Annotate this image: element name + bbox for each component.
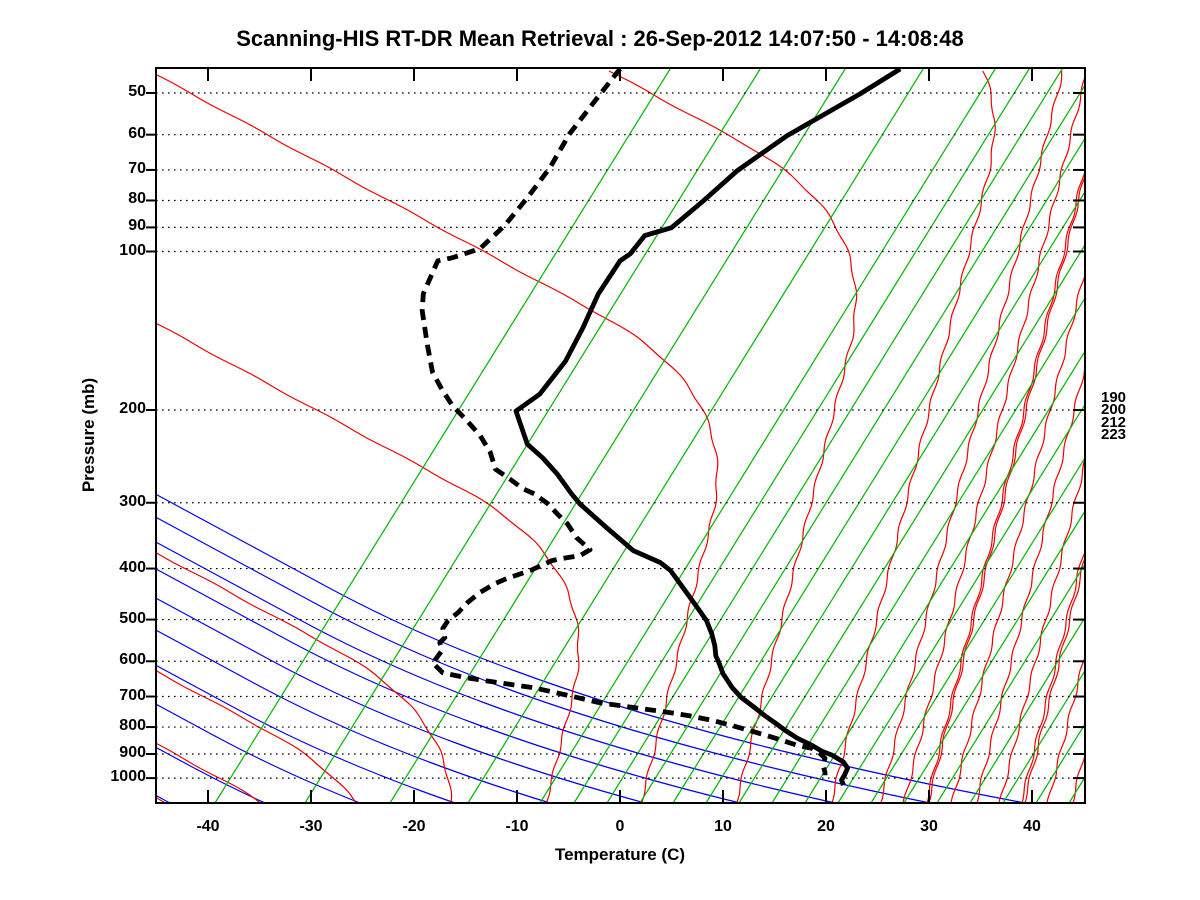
right-level-label: 223 — [1101, 425, 1127, 443]
y-axis-label: Pressure (mb) — [79, 377, 98, 493]
pressure-tick-label: 70 — [128, 159, 146, 177]
x-tick-label: -10 — [505, 818, 529, 835]
x-tick-label: 10 — [714, 818, 732, 835]
pressure-tick-label: 800 — [119, 717, 146, 735]
chart-title: Scanning-HIS RT-DR Mean Retrieval : 26-S… — [236, 26, 964, 51]
pressure-tick-label: 300 — [119, 492, 146, 510]
pressure-tick-label: 700 — [119, 686, 146, 704]
isobar-gridlines — [156, 92, 1085, 779]
x-tick-label: -20 — [402, 818, 426, 835]
x-tick-label: -30 — [299, 818, 323, 835]
pressure-tick-label: 1000 — [110, 768, 146, 786]
pressure-tick-label: 50 — [128, 82, 146, 100]
pressure-tick-label: 80 — [128, 190, 146, 208]
x-tick-label: 0 — [615, 818, 625, 835]
sounding-curves — [419, 68, 902, 786]
pressure-tick-label: 100 — [119, 241, 146, 259]
right-level-label: 212 — [1101, 414, 1127, 432]
plot-border-box — [155, 67, 1086, 804]
x-tick-label: 30 — [920, 818, 938, 835]
x-tick-label: 20 — [817, 818, 835, 835]
x-axis-label: Temperature (C) — [554, 845, 686, 864]
pressure-tick-label: 900 — [119, 744, 146, 761]
x-tick-label: 40 — [1023, 818, 1041, 835]
pressure-tick-label: 60 — [128, 124, 146, 142]
x-tick-label: -40 — [196, 818, 220, 835]
pressure-tick-label: 200 — [119, 400, 146, 418]
right-level-label: 200 — [1101, 401, 1127, 419]
pressure-tick-label: 600 — [119, 651, 146, 669]
pressure-tick-label: 400 — [119, 558, 146, 576]
pressure-tick-label: 500 — [119, 609, 146, 627]
background-adiabat-lines — [156, 68, 1085, 803]
axis-ticks — [146, 68, 1085, 803]
pressure-tick-label: 90 — [128, 217, 146, 235]
right-level-label: 190 — [1101, 389, 1127, 407]
